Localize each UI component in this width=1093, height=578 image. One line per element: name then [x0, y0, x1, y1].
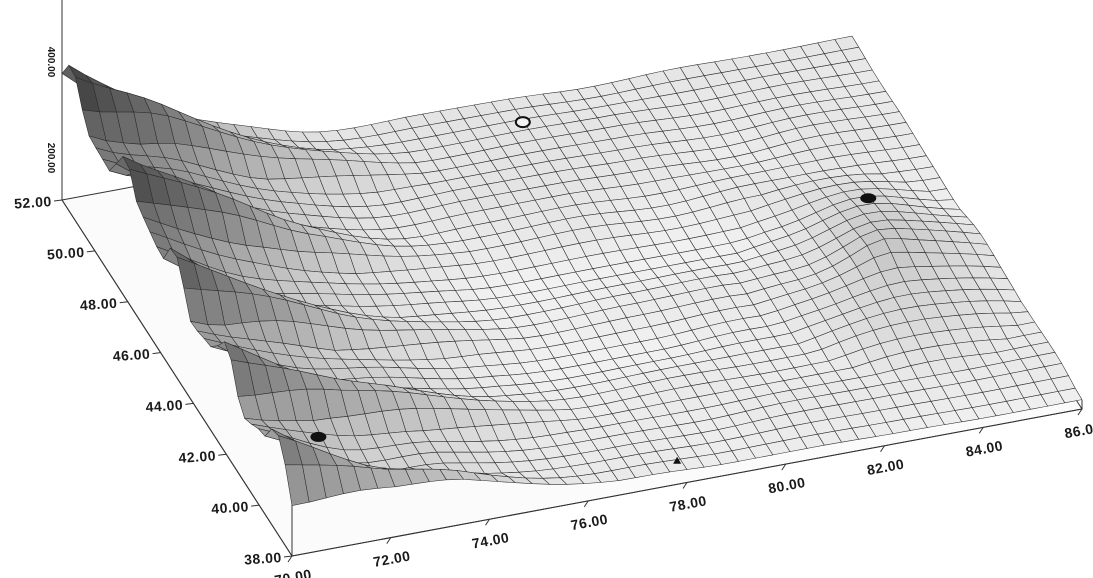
marker-ring [514, 116, 531, 129]
x-tick-label: 86.00 [1063, 419, 1093, 442]
x-tick-mark [880, 445, 885, 453]
x-tick-label: 84.00 [964, 437, 1004, 460]
x-tick-mark [386, 537, 392, 544]
y-tick-mark [86, 250, 95, 253]
x-tick-label: 80.00 [767, 474, 807, 497]
x-tick-label: 74.00 [471, 529, 511, 552]
marker-dot [310, 431, 327, 442]
z-tick-label: 400.00 [45, 47, 56, 78]
y-tick-label: 52.00 [14, 193, 53, 212]
y-axis-line [61, 199, 293, 557]
y-tick-mark [185, 402, 194, 405]
x-tick-label: 82.00 [866, 456, 906, 479]
x-tick-mark [781, 463, 787, 471]
y-tick-mark [251, 504, 260, 507]
x-tick-label: 70.00 [273, 566, 313, 578]
x-tick-mark [287, 555, 293, 563]
x-tick-label: 78.00 [668, 492, 708, 515]
x-tick-mark [583, 500, 589, 508]
y-tick-label: 42.00 [178, 447, 217, 466]
y-tick-label: 48.00 [79, 295, 118, 314]
y-tick-label: 44.00 [145, 396, 184, 415]
y-tick-label: 50.00 [46, 244, 85, 263]
x-axis: 70.00 72.00 74.00 76.00 78.00 80.00 82.00 84.00… [273, 408, 1093, 578]
marker-triangle [673, 456, 682, 464]
z-tick-label: 200.00 [45, 143, 56, 174]
y-tick-mark [218, 453, 227, 456]
x-tick-mark [682, 482, 688, 489]
y-tick-label: 38.00 [244, 549, 283, 568]
x-tick-label: 72.00 [372, 547, 412, 570]
y-tick-mark [283, 555, 293, 558]
z-axis: 200.00 400.00 [45, 47, 56, 174]
y-tick-label: 46.00 [112, 346, 151, 365]
y-tick-mark [119, 301, 128, 304]
y-tick-label: 40.00 [211, 498, 250, 517]
y-tick-mark [53, 199, 63, 202]
x-tick-label: 76.00 [569, 511, 609, 534]
surface-markers [310, 116, 877, 464]
mesh-cell [1057, 387, 1083, 404]
surface-mesh [61, 35, 1083, 506]
marker-dot [860, 193, 877, 204]
x-tick-mark [1077, 408, 1083, 416]
y-axis: 38.00 40.00 42.00 44.00 46.00 48.00 50.00 52.00 [14, 193, 293, 568]
x-tick-mark [978, 427, 984, 434]
x-tick-mark [485, 518, 490, 526]
y-tick-mark [152, 352, 161, 355]
